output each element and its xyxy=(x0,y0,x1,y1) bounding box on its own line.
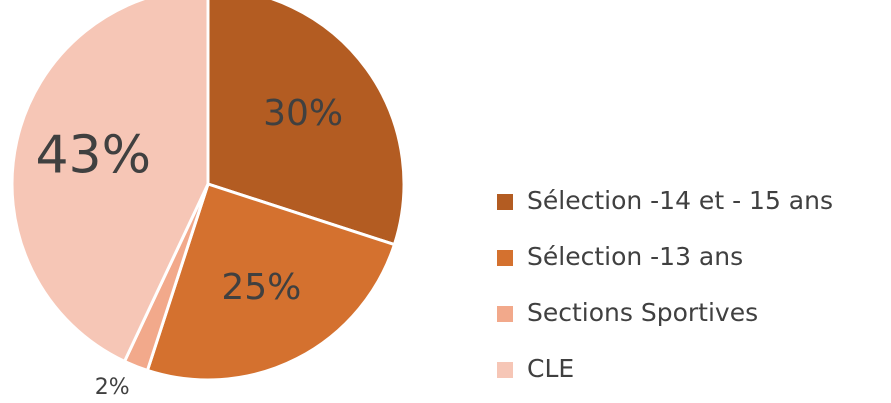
slice-label: 25% xyxy=(221,267,301,308)
slice-label: 30% xyxy=(263,93,343,134)
legend-swatch xyxy=(497,306,513,322)
legend-swatch xyxy=(497,194,513,210)
legend-swatch xyxy=(497,362,513,378)
pie-slice xyxy=(206,0,406,247)
legend-label: CLE xyxy=(527,354,574,383)
pie-slice xyxy=(10,0,210,364)
slice-label: 43% xyxy=(35,125,151,185)
legend-swatch xyxy=(497,250,513,266)
legend-label: Sections Sportives xyxy=(527,298,758,327)
legend-label: Sélection -14 et - 15 ans xyxy=(527,186,833,215)
pie-slice xyxy=(145,182,397,382)
slice-label: 2% xyxy=(95,375,130,400)
legend-label: Sélection -13 ans xyxy=(527,242,743,271)
